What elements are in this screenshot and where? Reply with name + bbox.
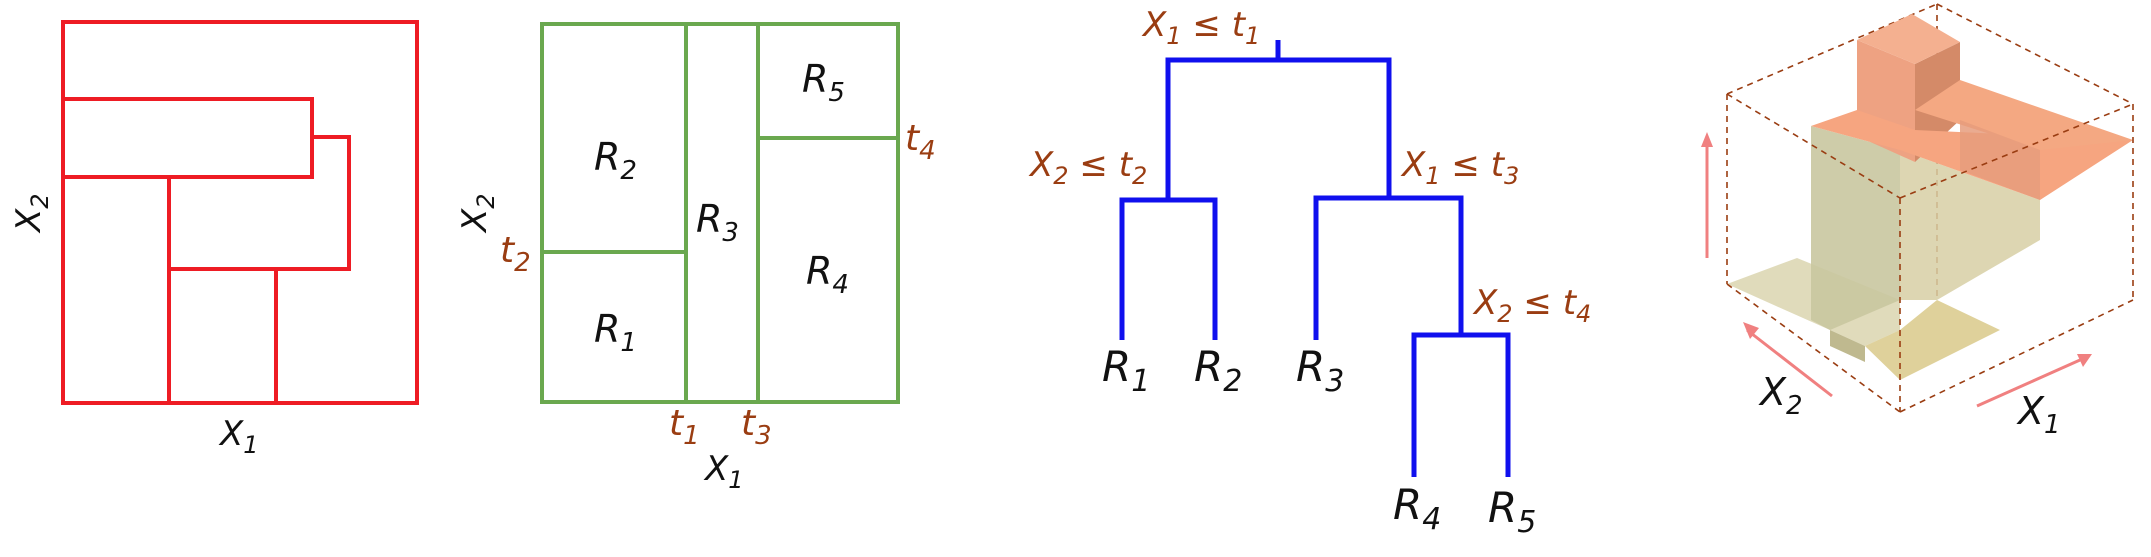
surface-high-tower-top [1857, 14, 1960, 64]
panel-2-xlabel: X1 [703, 449, 744, 494]
surface-high-wall [1960, 120, 2040, 200]
tree-deep-branches [1411, 332, 1511, 477]
panel-2-threshold-labels: t1 t2 t3 t4 [500, 118, 936, 451]
region-label-r5: R5 [802, 57, 845, 108]
panel-4-surface: X2 X1 [1701, 3, 2134, 440]
threshold-label-t1: t1 [669, 403, 700, 451]
split-label-root: X1 ≤ t1 [1141, 5, 1260, 50]
panel-4-x1-label: X1 [2016, 389, 2061, 440]
panel-2-partition [540, 22, 900, 404]
threshold-label-t4: t4 [905, 118, 936, 166]
tree-edges [1119, 40, 1511, 477]
tree-right-branches [1313, 195, 1464, 340]
panel-1-xlabel: X1 [218, 414, 259, 459]
split-label-left: X2 ≤ t2 [1028, 145, 1147, 190]
leaf-label-r3: R3 [1296, 342, 1344, 399]
x2-axis-arrow [1746, 328, 1833, 398]
surface-high-ledge [1915, 80, 2133, 150]
leaf-label-r1: R1 [1102, 342, 1150, 399]
panel-1-partition [61, 20, 419, 405]
split-label-deep: X2 ≤ t4 [1472, 283, 1591, 328]
threshold-label-t2: t2 [500, 230, 531, 278]
x1-axis-arrow [1976, 358, 2081, 408]
region-label-r1: R1 [594, 307, 637, 358]
threshold-label-t3: t3 [741, 403, 772, 451]
region-label-r3: R3 [696, 197, 739, 248]
tree-left-branches [1119, 197, 1218, 340]
surface-mid-front [1811, 126, 1900, 330]
panel-2-region-labels: R2 R1 R3 R5 R4 [594, 57, 849, 358]
tree-root-branches [1165, 57, 1392, 200]
panel-1-region-notch [169, 135, 351, 271]
panel-1-ylabel: X2 [9, 193, 54, 234]
tree-leaf-labels: R1 R2 R3 R4 R5 [1102, 342, 1536, 540]
tree-split-labels: X1 ≤ t1 X2 ≤ t2 X1 ≤ t3 X2 ≤ t4 [1028, 5, 1591, 328]
panel-1-region-top-band [61, 97, 314, 179]
split-label-right: X1 ≤ t3 [1400, 145, 1519, 190]
leaf-label-r5: R5 [1488, 483, 1536, 540]
surface-mid-bottom-step [1865, 300, 2000, 380]
leaf-label-r4: R4 [1393, 480, 1441, 537]
cube-front-edges [1726, 93, 2134, 413]
panel-4-x2-label: X2 [1758, 370, 1803, 421]
surface-low-side [1830, 330, 1865, 362]
region-label-r2: R2 [594, 135, 637, 186]
leaf-label-r2: R2 [1194, 342, 1242, 399]
panel-2-ylabel: X2 [455, 193, 500, 234]
panel-1-outer-box [61, 20, 419, 405]
axis-arrows [1701, 132, 2092, 408]
region-label-r4: R4 [806, 249, 849, 300]
panel-2-outer-box [540, 22, 900, 404]
